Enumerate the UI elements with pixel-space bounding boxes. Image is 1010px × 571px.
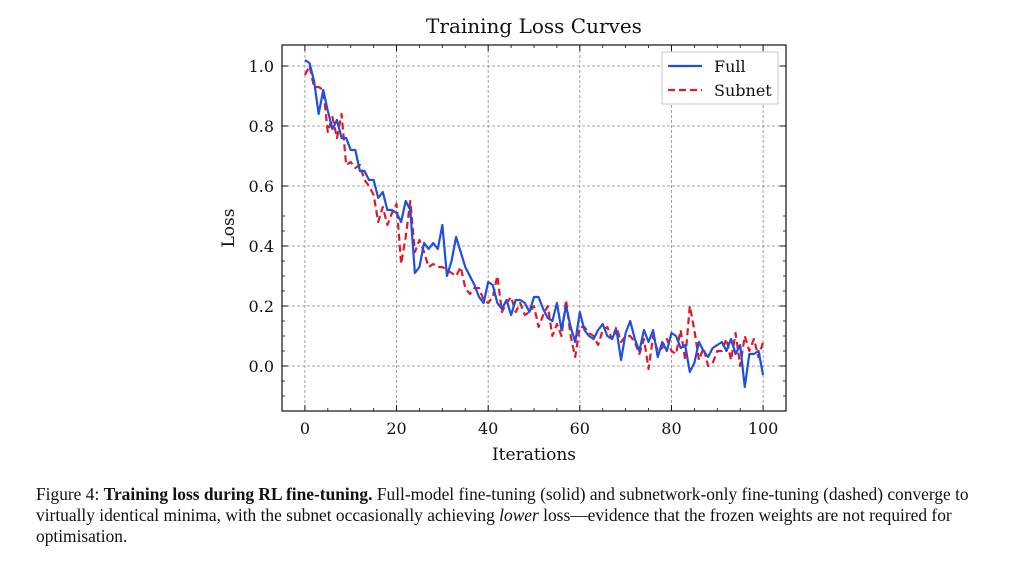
x-tick-label: 100	[748, 419, 779, 438]
x-tick-label: 80	[661, 419, 681, 438]
data-series	[303, 59, 765, 389]
axis-ticks: 0 20 40 60 80 100 0.0 0.2 0.4 0.6 0.8 1.0	[249, 45, 786, 438]
x-tick-label: 60	[570, 419, 590, 438]
caption-title: Training loss during RL fine-tuning.	[103, 484, 373, 504]
y-tick-label: 0.4	[249, 237, 274, 256]
legend: Full Subnet	[661, 51, 779, 105]
y-tick-label: 0.6	[249, 177, 274, 196]
y-tick-label: 0.8	[249, 117, 274, 136]
loss-chart: Training Loss Curves 0 20 40 60 80 1000.00.20…	[219, 14, 787, 465]
caption-text-end: loss—evidence that the frozen weights ar…	[36, 505, 952, 546]
caption-text: Full-model fine-tuning (solid) and subne…	[36, 484, 969, 525]
legend-subnet-label: Subnet	[714, 81, 772, 100]
legend-box	[661, 51, 779, 105]
y-tick-label: 1.0	[249, 57, 274, 76]
series-line-subnet	[303, 64, 765, 371]
x-axis-label: Iterations	[492, 445, 576, 465]
x-tick-label: 0	[300, 419, 310, 438]
series-line-full	[304, 59, 765, 389]
y-tick-label: 0.2	[249, 297, 274, 316]
y-axis-label: Loss	[219, 209, 239, 248]
caption-emphasis: lower	[499, 505, 539, 525]
figure-caption: Figure 4: Training loss during RL fine-t…	[36, 484, 976, 547]
chart-title: Training Loss Curves	[426, 14, 642, 38]
x-tick-label: 20	[386, 419, 406, 438]
legend-full-label: Full	[714, 57, 746, 76]
y-tick-label: 0.0	[249, 357, 274, 376]
caption-label: Figure 4:	[36, 484, 100, 504]
x-tick-label: 40	[478, 419, 498, 438]
